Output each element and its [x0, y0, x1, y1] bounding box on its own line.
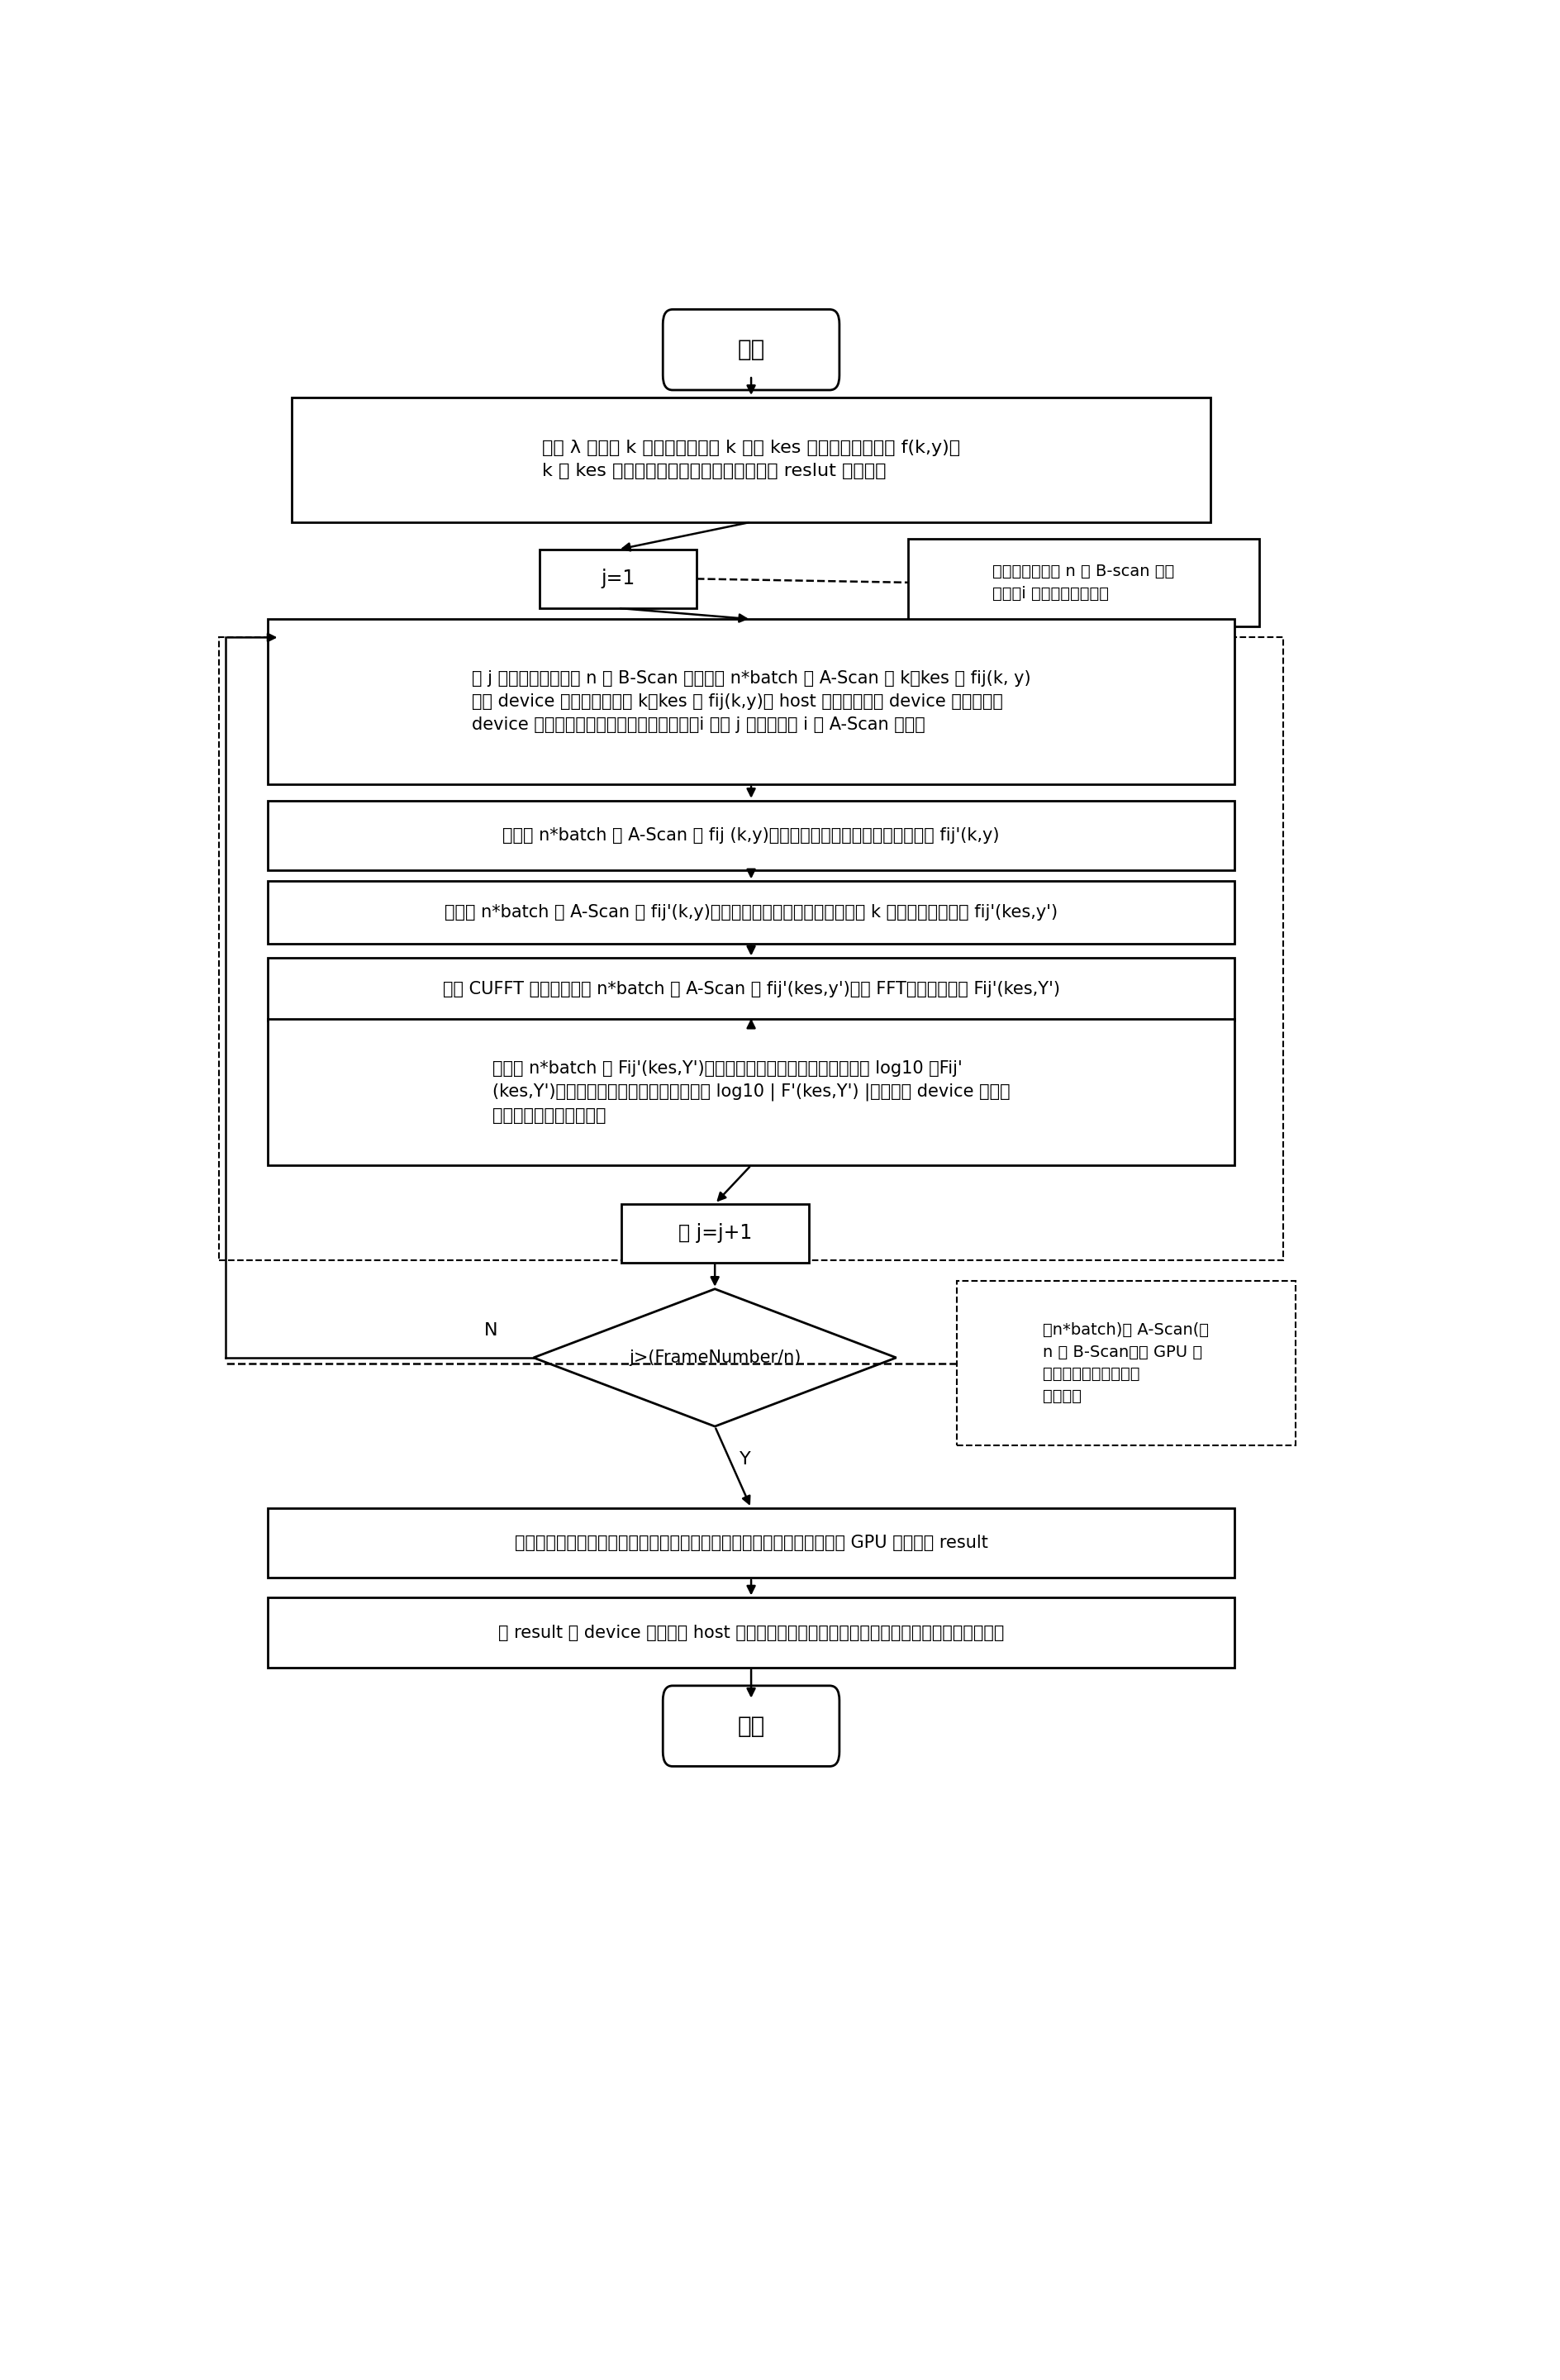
Text: 调用 CUFFT 库函数并行对 n*batch 个 A-Scan 的 fij'(kes,y')进行 FFT，得到相应的 Fij'(kes,Y'): 调用 CUFFT 库函数并行对 n*batch 个 A-Scan 的 fij'(… [443, 981, 1059, 997]
Text: 结束: 结束 [738, 1714, 764, 1737]
Bar [956, 1280, 1295, 1445]
Text: 并行对 n*batch 个 Fij'(kes,Y')取模取对数进行归一化，得到相应的 log10 ｜Fij'
(kes,Y')｜，并将其按顺序存储在体积数组 l: 并行对 n*batch 个 Fij'(kes,Y')取模取对数进行归一化，得到相… [493, 1059, 1009, 1123]
FancyBboxPatch shape [663, 1685, 839, 1766]
Text: （n*batch)个 A-Scan(即
n 个 B-Scan）在 GPU 每
个数据处理模块中都能
并行处理: （n*batch)个 A-Scan(即 n 个 B-Scan）在 GPU 每 个… [1044, 1323, 1209, 1404]
Text: 开始: 开始 [738, 338, 764, 362]
Text: N: N [485, 1321, 498, 1338]
Polygon shape [534, 1290, 895, 1426]
Text: j=1: j=1 [601, 569, 635, 588]
Text: Y: Y [739, 1452, 750, 1468]
Bar [292, 397, 1211, 521]
Bar [268, 1597, 1236, 1668]
Text: 第 j 次处理开始时，为 n 个 B-Scan 所包含的 n*batch 个 A-Scan 的 k、kes 和 fij(k, y)
分配 device 端显存空: 第 j 次处理开始时，为 n 个 B-Scan 所包含的 n*batch 个 A… [471, 671, 1031, 733]
Bar [621, 1204, 808, 1261]
Text: 假设一次能处理 n 个 B-scan 的数
据量，i 代表第几次处理。: 假设一次能处理 n 个 B-scan 的数 据量，i 代表第几次处理。 [992, 564, 1175, 602]
Text: 设 j=j+1: 设 j=j+1 [679, 1223, 752, 1242]
Bar [908, 538, 1259, 626]
Text: 并行将 n*batch 个 A-Scan 的 fij (k,y)进行数据类型转换和去噪运算，得到 fij'(k,y): 并行将 n*batch 个 A-Scan 的 fij (k,y)进行数据类型转换… [502, 828, 1000, 843]
Bar [268, 619, 1236, 783]
FancyBboxPatch shape [663, 309, 839, 390]
Text: 进行 λ 空间到 k 空间转换，求出 k 值和 kes 值，将采样数据块 f(k,y)、
k 和 kes 存储在计算机内存中。为结果数据 reslut 分配内存: 进行 λ 空间到 k 空间转换，求出 k 值和 kes 值，将采样数据块 f(k… [541, 440, 961, 478]
Text: 并行将 n*batch 个 A-Scan 的 fij'(k,y)进行三次样条插值运算优化，得到 k 空间等间隔化的值 fij'(kes,y'): 并行将 n*batch 个 A-Scan 的 fij'(k,y)进行三次样条插值… [445, 904, 1058, 921]
Bar [540, 550, 697, 609]
Bar [268, 959, 1236, 1021]
Text: j>(FrameNumber/n): j>(FrameNumber/n) [629, 1349, 800, 1366]
Bar [268, 800, 1236, 871]
Text: 将 result 从 device 端拷贝回 host 端，并送到显示器显示，释放所有未释放的内存和显卡空间: 将 result 从 device 端拷贝回 host 端，并送到显示器显示，释… [498, 1623, 1005, 1640]
Text: 根据不同成像平面的需要，抽取体积数组数据或对体积数组数据计算作为 GPU 结果数据 result: 根据不同成像平面的需要，抽取体积数组数据或对体积数组数据计算作为 GPU 结果数… [515, 1535, 987, 1552]
Bar [268, 1019, 1236, 1166]
Bar [218, 638, 1282, 1261]
Bar [268, 881, 1236, 942]
Bar [268, 1509, 1236, 1578]
